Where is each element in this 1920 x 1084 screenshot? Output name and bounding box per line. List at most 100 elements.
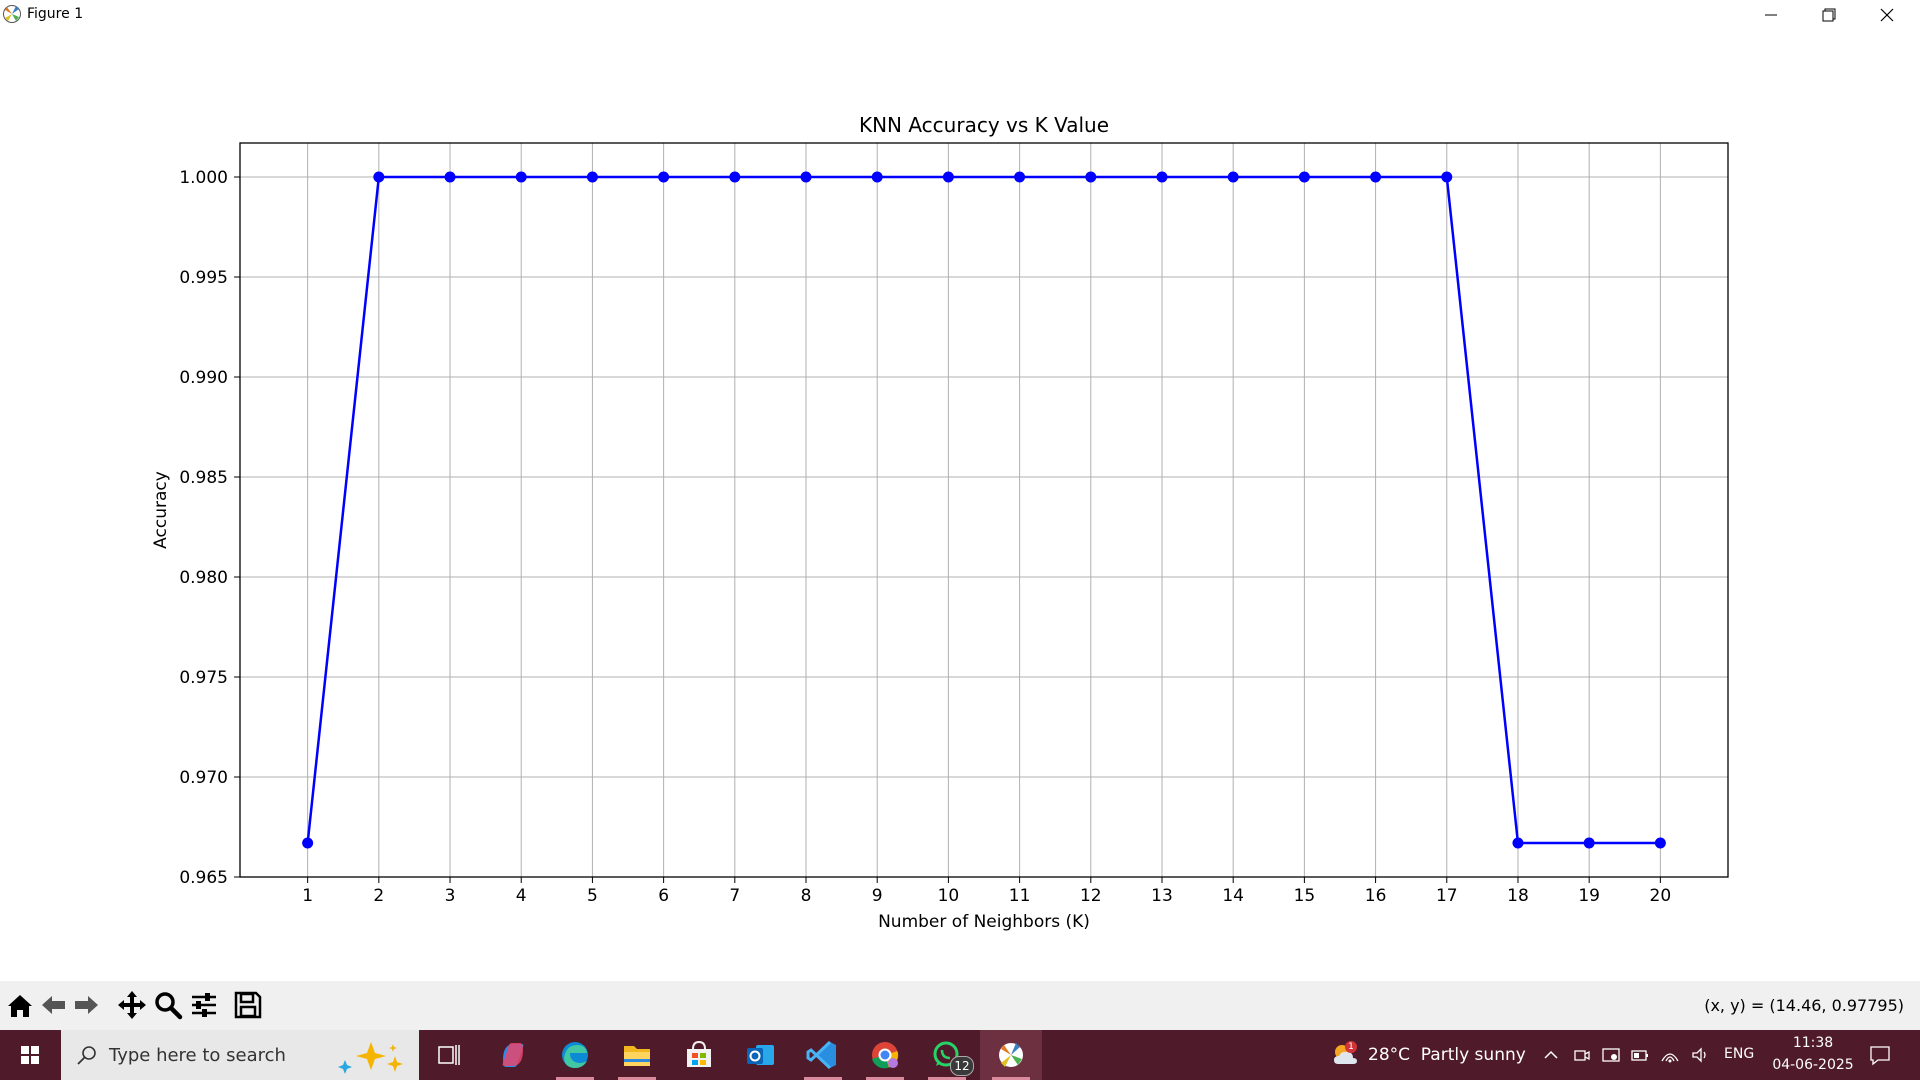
edge-icon bbox=[546, 1042, 604, 1084]
file-explorer-icon bbox=[608, 1046, 666, 1084]
y-tick-label: 0.980 bbox=[179, 568, 228, 588]
meet-now-icon[interactable] bbox=[1572, 1045, 1592, 1065]
forward-button[interactable] bbox=[70, 989, 102, 1021]
clock-time[interactable]: 11:38 bbox=[1792, 1035, 1834, 1051]
data-point bbox=[1512, 837, 1524, 849]
x-tick-label: 18 bbox=[1507, 886, 1529, 906]
x-tick-label: 11 bbox=[1009, 886, 1031, 906]
x-tick-label: 12 bbox=[1080, 886, 1102, 906]
y-axis-label: Accuracy bbox=[151, 471, 171, 549]
x-tick-label: 2 bbox=[373, 886, 384, 906]
matplotlib-figure-app[interactable] bbox=[980, 1030, 1042, 1080]
data-point bbox=[729, 171, 741, 183]
start-button[interactable] bbox=[0, 1030, 60, 1080]
search-placeholder: Type here to search bbox=[109, 1045, 286, 1066]
clock-date[interactable]: 04-06-2025 bbox=[1772, 1057, 1854, 1073]
minimize-button[interactable] bbox=[1742, 0, 1800, 30]
x-tick-label: 3 bbox=[445, 886, 456, 906]
x-tick-label: 6 bbox=[658, 886, 669, 906]
cursor-coordinates: (x, y) = (14.46, 0.97795) bbox=[1704, 996, 1904, 1015]
battery-icon[interactable] bbox=[1630, 1045, 1650, 1065]
search-icon bbox=[75, 1044, 99, 1072]
data-point bbox=[1583, 837, 1595, 849]
copilot-sparkle-icon bbox=[329, 1038, 409, 1078]
navigation-toolbar: (x, y) = (14.46, 0.97795) bbox=[0, 981, 1920, 1030]
x-axis-label: Number of Neighbors (K) bbox=[878, 912, 1090, 932]
data-point bbox=[302, 837, 314, 849]
x-tick-label: 16 bbox=[1365, 886, 1387, 906]
vscode-app[interactable] bbox=[794, 1030, 852, 1080]
data-point bbox=[871, 171, 883, 183]
data-point bbox=[373, 171, 385, 183]
x-tick-label: 9 bbox=[872, 886, 883, 906]
wifi-icon[interactable] bbox=[1660, 1045, 1680, 1065]
chrome-app[interactable] bbox=[856, 1030, 914, 1080]
close-button[interactable] bbox=[1858, 0, 1916, 30]
y-tick-label: 0.965 bbox=[179, 868, 228, 888]
microsoft-store-app[interactable] bbox=[670, 1030, 728, 1080]
microsoft-store-icon bbox=[670, 1040, 728, 1084]
x-tick-label: 20 bbox=[1650, 886, 1672, 906]
y-tick-label: 0.975 bbox=[179, 668, 228, 688]
data-point bbox=[1014, 171, 1026, 183]
data-point bbox=[1654, 837, 1666, 849]
windows-logo-icon bbox=[0, 1046, 60, 1084]
restore-button[interactable] bbox=[1800, 0, 1858, 30]
file-explorer-app[interactable] bbox=[608, 1030, 666, 1080]
x-tick-label: 8 bbox=[801, 886, 812, 906]
y-tick-label: 0.990 bbox=[179, 368, 228, 388]
whatsapp-badge: 12 bbox=[950, 1056, 974, 1076]
weather-text[interactable]: 28°C Partly sunny bbox=[1368, 1045, 1526, 1065]
volume-icon[interactable] bbox=[1690, 1045, 1710, 1065]
chart-title: KNN Accuracy vs K Value bbox=[859, 113, 1109, 137]
knn-accuracy-chart: 1 2 3 4 5 6 7 8 9 10 11 12 13 14 15 16 17 18 19 200.9650.97… bbox=[151, 113, 1729, 932]
outlook-icon bbox=[732, 1045, 790, 1084]
taskbar-search-box[interactable]: Type here to search bbox=[61, 1030, 419, 1080]
x-tick-label: 13 bbox=[1151, 886, 1173, 906]
data-point bbox=[658, 171, 670, 183]
y-tick-label: 0.970 bbox=[179, 768, 228, 788]
configure-subplots-button[interactable] bbox=[188, 989, 220, 1021]
copilot-app[interactable] bbox=[484, 1030, 542, 1080]
chrome-icon bbox=[856, 1042, 914, 1084]
edge-app[interactable] bbox=[546, 1030, 604, 1080]
weather-badge: 1 bbox=[1345, 1041, 1357, 1053]
task-view-button[interactable] bbox=[420, 1030, 478, 1080]
matplotlib-icon bbox=[2, 4, 22, 24]
home-button[interactable] bbox=[4, 989, 36, 1021]
zoom-button[interactable] bbox=[152, 989, 184, 1021]
x-tick-label: 14 bbox=[1222, 886, 1244, 906]
taskbar: Type here to search 12 1 28°C Partly su bbox=[0, 1030, 1920, 1080]
x-tick-label: 1 bbox=[302, 886, 313, 906]
y-tick-label: 1.000 bbox=[179, 168, 228, 188]
accuracy-line bbox=[306, 175, 1661, 845]
data-point bbox=[1370, 171, 1382, 183]
security-icon[interactable] bbox=[1601, 1045, 1621, 1065]
task-view-icon bbox=[420, 1045, 478, 1084]
back-button[interactable] bbox=[38, 989, 70, 1021]
data-point bbox=[1298, 171, 1310, 183]
x-tick-label: 19 bbox=[1578, 886, 1600, 906]
y-tick-label: 0.995 bbox=[179, 268, 228, 288]
data-point bbox=[800, 171, 812, 183]
whatsapp-app[interactable]: 12 bbox=[918, 1030, 976, 1080]
notification-icon[interactable] bbox=[1868, 1043, 1892, 1067]
outlook-app[interactable] bbox=[732, 1030, 790, 1080]
language-indicator[interactable]: ENG bbox=[1724, 1046, 1755, 1062]
data-point bbox=[444, 171, 456, 183]
figure-canvas[interactable]: 1 2 3 4 5 6 7 8 9 10 11 12 13 14 15 16 17 18 19 20 0.965 0.97… bbox=[0, 30, 1920, 981]
axes-frame bbox=[239, 142, 1729, 878]
chevron-up-icon[interactable] bbox=[1541, 1045, 1561, 1065]
data-point bbox=[586, 171, 598, 183]
data-point bbox=[515, 171, 527, 183]
y-tick-label: 0.985 bbox=[179, 468, 228, 488]
x-tick-label: 17 bbox=[1436, 886, 1458, 906]
matplotlib-icon bbox=[980, 1043, 1042, 1084]
window-title-bar: Figure 1 bbox=[0, 0, 1920, 30]
x-tick-label: 15 bbox=[1294, 886, 1316, 906]
data-point bbox=[1085, 171, 1097, 183]
x-tick-label: 10 bbox=[938, 886, 960, 906]
whatsapp-icon bbox=[918, 1041, 976, 1084]
save-button[interactable] bbox=[232, 989, 264, 1021]
pan-button[interactable] bbox=[116, 989, 148, 1021]
